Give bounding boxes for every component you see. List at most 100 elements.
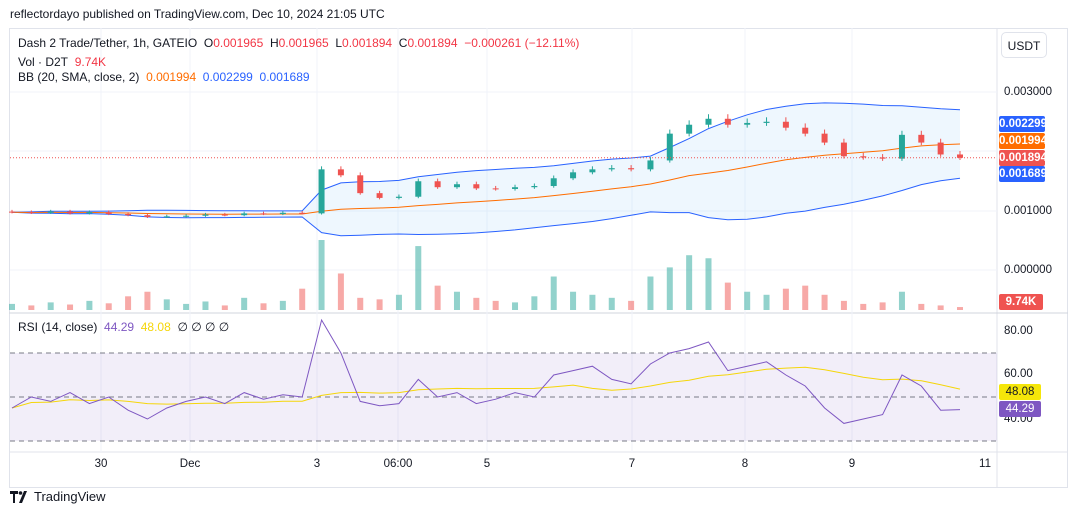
- candle: [550, 178, 557, 187]
- candle: [744, 122, 751, 125]
- tradingview-logo[interactable]: TradingView: [10, 489, 106, 504]
- price-axis-label: 0.000000: [1004, 264, 1052, 276]
- volume-tag: 9.74K: [999, 294, 1043, 310]
- close-label: C: [398, 36, 408, 50]
- volume-bar: [183, 303, 190, 310]
- candle: [531, 186, 538, 188]
- rsi-value: 44.29: [104, 320, 135, 334]
- volume-legend[interactable]: Vol · D2T 9.74K: [18, 55, 106, 69]
- high-value: 0.001965: [278, 36, 329, 50]
- volume-bar: [879, 302, 886, 310]
- candle: [357, 175, 364, 194]
- volume-bar: [512, 302, 519, 310]
- candle: [647, 160, 654, 170]
- candle: [279, 212, 286, 214]
- change-value: −0.000261 (−12.11%): [464, 36, 580, 50]
- candle: [512, 187, 519, 189]
- candle: [802, 127, 809, 134]
- symbol-legend: Dash 2 Trade/Tether, 1h, GATEIO O 0.00196…: [18, 36, 579, 50]
- bb-label: BB (20, SMA, close, 2): [18, 70, 140, 84]
- volume-bar: [647, 276, 654, 310]
- volume-bar: [86, 300, 93, 310]
- bb-mid-value: 0.001994: [146, 70, 197, 84]
- volume-bar: [918, 303, 925, 310]
- volume-bar: [628, 300, 635, 310]
- time-axis-label: 11: [979, 458, 991, 470]
- volume-value: 9.74K: [74, 55, 107, 69]
- volume-bar: [9, 303, 15, 310]
- candle: [686, 124, 693, 134]
- candle: [628, 168, 635, 170]
- volume-bar: [802, 285, 809, 310]
- volume-bar: [531, 296, 538, 310]
- rsi-label: RSI (14, close): [18, 320, 98, 334]
- candle: [453, 184, 460, 188]
- volume-bar: [202, 301, 209, 310]
- volume-bar: [318, 240, 325, 310]
- candle: [570, 172, 577, 179]
- volume-bar: [724, 282, 731, 310]
- candle: [67, 211, 74, 214]
- candle: [666, 133, 673, 161]
- candle: [105, 212, 112, 214]
- candle: [221, 214, 228, 216]
- candle: [144, 215, 151, 217]
- candle: [705, 118, 712, 125]
- volume-bar: [492, 300, 499, 310]
- bb-lower-line: [11, 177, 961, 237]
- bb-upper-line: [11, 102, 961, 213]
- volume-bar: [47, 302, 54, 310]
- candle: [937, 142, 944, 155]
- price-axis-label: 0.001000: [1004, 205, 1052, 217]
- volume-bar: [589, 294, 596, 310]
- rsi-legend[interactable]: RSI (14, close) 44.29 48.08 ∅ ∅ ∅ ∅: [18, 320, 229, 334]
- rsi-axis-label: 60.00: [1004, 368, 1033, 380]
- time-axis-label: 9: [848, 458, 856, 470]
- volume-bar: [453, 291, 460, 310]
- tradingview-logo-icon: [10, 490, 27, 503]
- candle: [434, 181, 441, 188]
- candle: [28, 212, 35, 214]
- time-axis-label: 7: [628, 458, 636, 470]
- candle: [415, 181, 422, 197]
- candle: [9, 211, 15, 213]
- rsi-ma-line: [11, 366, 961, 409]
- volume-bar: [415, 246, 422, 310]
- volume-bar: [163, 299, 170, 310]
- price-axis-label: 0.003000: [1004, 86, 1052, 98]
- time-axis-label: 8: [741, 458, 749, 470]
- candle: [957, 154, 963, 158]
- volume-bar: [666, 267, 673, 310]
- volume-bar: [744, 291, 751, 310]
- low-label: L: [335, 36, 343, 50]
- open-label: O: [203, 36, 214, 50]
- candle: [202, 214, 209, 216]
- time-axis-label: 30: [94, 458, 108, 470]
- time-axis-label: Dec: [179, 458, 201, 470]
- bb-upper-value: 0.002299: [202, 70, 253, 84]
- high-label: H: [269, 36, 279, 50]
- volume-bar: [840, 300, 847, 310]
- volume-bar: [705, 258, 712, 310]
- candle: [918, 134, 925, 143]
- currency-button[interactable]: USDT: [1001, 32, 1047, 58]
- volume-bar: [434, 285, 441, 310]
- volume-bar: [241, 297, 248, 310]
- brand-name: TradingView: [34, 489, 106, 504]
- candle: [183, 215, 190, 217]
- symbol-title[interactable]: Dash 2 Trade/Tether, 1h, GATEIO: [18, 36, 198, 50]
- candle: [763, 121, 770, 123]
- volume-bar: [608, 297, 615, 310]
- candle: [589, 169, 596, 173]
- candle: [782, 121, 789, 128]
- volume-label: Vol · D2T: [18, 55, 69, 69]
- volume-bar: [337, 273, 344, 310]
- bb-lower-tag: 0.001689: [999, 166, 1047, 182]
- candle: [898, 134, 905, 159]
- bb-legend[interactable]: BB (20, SMA, close, 2) 0.001994 0.002299…: [18, 70, 310, 84]
- chart-frame: [9, 28, 1068, 488]
- bb-lower-value: 0.001689: [259, 70, 310, 84]
- candle: [395, 196, 402, 198]
- volume-bar: [260, 303, 267, 310]
